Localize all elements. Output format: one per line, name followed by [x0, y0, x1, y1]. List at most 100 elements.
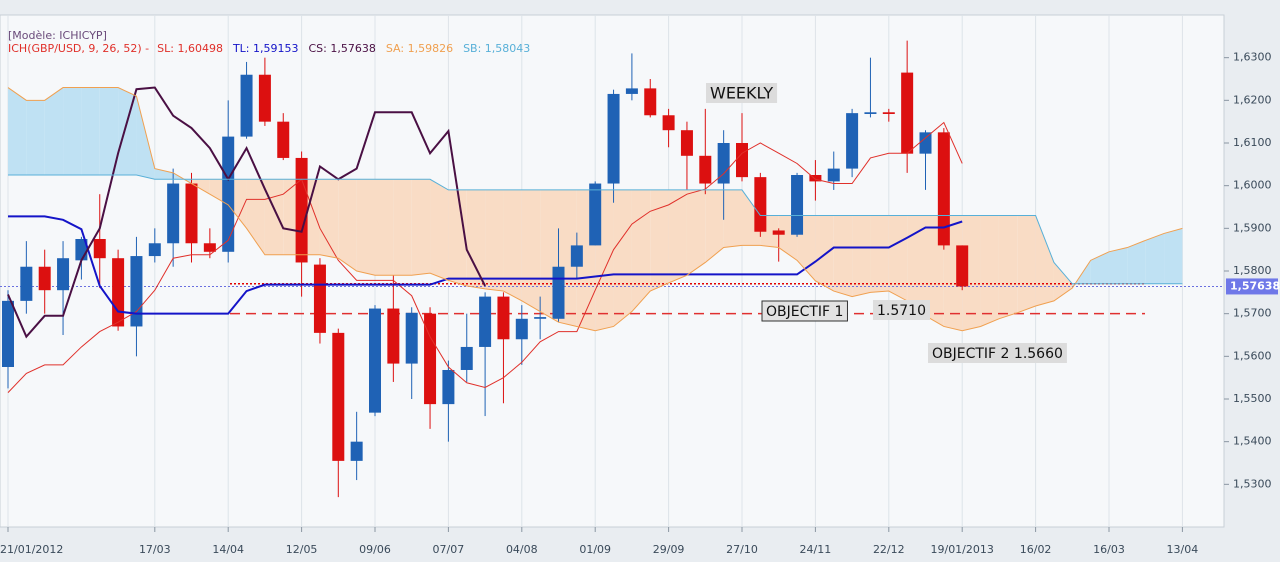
indicator-line: [7, 87, 1183, 332]
cloud-segment: [154, 168, 174, 180]
x-tick-label: 22/12: [873, 543, 905, 556]
candle-body: [148, 243, 161, 257]
candle-body: [772, 230, 785, 235]
candle-body: [222, 136, 235, 252]
candle-body: [956, 245, 969, 287]
candle-body: [919, 132, 932, 154]
indicator-label: ICH(GBP/USD, 9, 26, 52) -: [8, 42, 149, 55]
cloud-segment: [1017, 215, 1036, 313]
candle-body: [809, 175, 822, 182]
y-tick-label: 1,6200: [1233, 93, 1272, 106]
annotation: OBJECTIF 1: [766, 304, 843, 320]
cloud-segment: [26, 100, 45, 175]
cloud-segment: [1109, 247, 1128, 284]
candle-body: [754, 177, 767, 232]
cloud-segment: [503, 189, 522, 301]
x-tick-label: 14/04: [212, 543, 244, 556]
x-tick-label: 12/05: [286, 543, 318, 556]
cloud-segment: [264, 179, 284, 255]
candle-body: [717, 143, 730, 184]
candle-body: [570, 245, 583, 267]
candle-body: [57, 258, 70, 291]
candle-body: [277, 121, 290, 158]
indicator-line: [7, 121, 963, 393]
candle-body: [295, 157, 308, 263]
x-tick-label: 19/01/2013: [930, 543, 993, 556]
candle-body: [864, 112, 877, 114]
candle-body: [405, 312, 418, 364]
axes: 1,5300 1,5400 1,5500 1,5600 1,5700 1,5800 1,59…: [0, 51, 1280, 556]
x-tick-label: 21/01/2012: [0, 543, 63, 556]
candle-body: [497, 296, 510, 340]
cloud-segment: [99, 87, 119, 175]
annotation-box: [706, 83, 778, 103]
x-tick-label: 16/02: [1020, 543, 1052, 556]
candle-body: [93, 239, 106, 259]
indicator-lines: [7, 86, 1183, 393]
cloud-segment: [466, 189, 486, 289]
cloud-segment: [319, 179, 339, 259]
candle-body: [901, 72, 914, 154]
last-price-box: [1226, 278, 1278, 295]
candle-body: [350, 441, 363, 461]
cloud-segment: [1035, 215, 1054, 306]
candle-body: [424, 313, 437, 405]
cloud-segment: [44, 87, 64, 175]
candle-body: [515, 318, 528, 340]
candle-body: [479, 296, 492, 347]
y-tick-label: 1,5500: [1233, 392, 1272, 405]
annotations: WEEKLY OBJECTIF 1 1.5710 OBJECTIF 2 1.5660: [706, 83, 1067, 363]
y-tick-label: 1,5400: [1233, 435, 1272, 448]
annotation: 1.5710: [877, 303, 926, 319]
candle-body: [442, 369, 455, 405]
header: [Modèle: ICHICYP] ICH(GBP/USD, 9, 26, 52…: [8, 29, 530, 55]
cloud-segment: [485, 189, 504, 292]
cloud-segment: [1164, 228, 1183, 284]
indicator-line: [7, 86, 486, 339]
cloud-segment: [246, 179, 265, 255]
last-price-label: 1,57638: [1230, 279, 1280, 292]
candle-body: [534, 317, 547, 319]
y-tick-label: 1,5700: [1233, 307, 1272, 320]
candle-body: [644, 88, 657, 116]
candle-body: [130, 256, 143, 327]
y-tick-label: 1,6100: [1233, 136, 1272, 149]
candle-body: [369, 308, 381, 413]
candle-body: [460, 346, 473, 370]
x-tick-label: 13/04: [1167, 543, 1199, 556]
cloud-segment: [705, 189, 724, 263]
x-tick-label: 07/07: [433, 543, 465, 556]
y-tick-label: 1,5900: [1233, 221, 1272, 234]
candle-body: [827, 168, 840, 182]
cloud-segment: [998, 215, 1018, 319]
cloud-segment: [870, 215, 889, 293]
y-tick-label: 1,5800: [1233, 264, 1272, 277]
candle-body: [699, 155, 712, 184]
cloud-segment: [1127, 240, 1146, 284]
cloud-segment: [650, 189, 669, 292]
y-tick-label: 1,5600: [1233, 349, 1272, 362]
cloud-segment: [668, 189, 687, 283]
candle-body: [38, 266, 51, 291]
cloud-segment: [613, 189, 632, 327]
candle-body: [112, 258, 125, 327]
cloud-segment: [191, 179, 210, 195]
cloud-segment: [411, 179, 431, 276]
legend-entry: SL: 1,60498: [157, 42, 223, 55]
candle-body: [552, 266, 565, 319]
candle-body: [167, 183, 180, 244]
cloud-segment: [833, 215, 853, 297]
y-tick-label: 1,6000: [1233, 179, 1272, 192]
candles: [2, 40, 969, 498]
candle-body: [607, 93, 620, 184]
candle-body: [937, 132, 950, 246]
candle-body: [240, 74, 253, 137]
cloud-segment: [631, 189, 651, 312]
cloud-segment: [338, 179, 357, 271]
candle-body: [387, 308, 400, 364]
cloud-segment: [63, 87, 82, 175]
legend-entry: CS: 1,57638: [309, 42, 376, 55]
candle-body: [791, 175, 804, 235]
